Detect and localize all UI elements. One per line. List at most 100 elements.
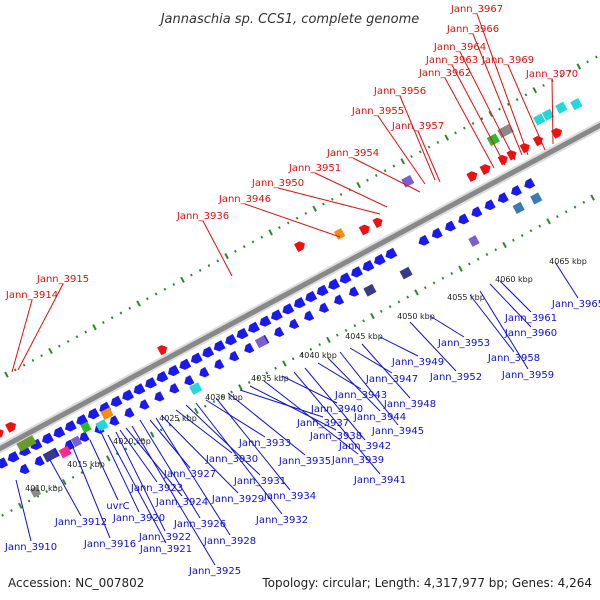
gene-feature	[34, 455, 45, 467]
inner-tick	[115, 452, 119, 456]
gene-features	[0, 98, 583, 498]
forward-gene-label: Jann_3963	[425, 55, 478, 66]
inner-tick	[494, 248, 498, 252]
outer-tick	[559, 74, 563, 78]
inner-tick	[61, 478, 67, 486]
gene-feature	[70, 435, 83, 448]
forward-gene-label-leader	[551, 78, 554, 145]
gene-feature	[479, 164, 491, 175]
gene-feature	[530, 192, 543, 205]
gene-feature	[282, 303, 295, 315]
track-bands	[0, 55, 600, 517]
inner-tick	[590, 194, 595, 201]
outer-tick	[304, 211, 308, 215]
gene-feature	[362, 260, 375, 272]
reverse-gene-label-leader	[469, 294, 515, 353]
gene-feature	[431, 227, 443, 239]
gene-feature	[29, 486, 42, 498]
outer-tick	[471, 121, 475, 125]
reverse-gene-label: Jann_3933	[238, 438, 291, 449]
reverse-gene-label: Jann_3912	[54, 517, 107, 528]
reverse-gene-label-leader	[409, 321, 457, 372]
outer-tick	[444, 134, 450, 141]
reverse-gene-label: Jann_3944	[353, 412, 406, 423]
gene-feature	[5, 421, 17, 433]
inner-tick	[573, 205, 577, 209]
inner-tick	[54, 485, 57, 489]
reverse-gene-label: Jann_3953	[437, 338, 490, 349]
reverse-gene-label-leader	[227, 392, 306, 456]
reverse-gene-label-leader	[361, 343, 411, 399]
reverse-gene-label: Jann_3932	[255, 515, 308, 526]
reverse-gene-label-leader	[327, 357, 381, 412]
reverse-gene-label-leader	[499, 280, 532, 313]
reverse-gene-label: Jann_3929	[211, 494, 264, 505]
gene-feature	[19, 463, 30, 475]
outer-tick	[189, 273, 193, 277]
outer-tick	[154, 292, 158, 296]
gene-feature	[58, 445, 72, 459]
gene-feature	[169, 383, 180, 394]
forward-gene-label: Jann_3954	[326, 148, 379, 159]
reverse-gene-label: Jann_3961	[504, 313, 557, 324]
outer-tick	[22, 363, 26, 367]
inner-tick	[230, 390, 233, 394]
forward-gene-label: Jann_3946	[218, 194, 271, 205]
inner-tick	[476, 257, 480, 261]
forward-gene-label: Jann_3967	[450, 4, 503, 15]
outer-tick	[260, 235, 264, 239]
inner-tick	[282, 360, 287, 367]
reverse-gene-label: Jann_3921	[139, 544, 192, 555]
inner-tick	[89, 466, 93, 470]
outer-tick	[224, 252, 229, 260]
outer-tick	[136, 300, 141, 307]
reverse-gene-label-leader	[263, 380, 359, 455]
outer-tick	[374, 174, 378, 178]
forward-gene-label-leader	[11, 299, 33, 373]
reverse-gene-label-leader	[99, 429, 140, 513]
outer-tick	[128, 306, 132, 310]
gene-feature	[167, 364, 180, 377]
outer-tick	[515, 98, 519, 102]
gene-feature	[145, 377, 157, 389]
inner-tick	[414, 289, 419, 296]
forward-gene-label: Jann_3956	[373, 86, 426, 97]
inner-tick	[186, 414, 189, 418]
forward-gene-label: Jann_3964	[433, 42, 486, 53]
inner-tick	[423, 286, 427, 290]
gene-feature	[274, 326, 285, 338]
inner-tick	[80, 471, 84, 475]
gene-feature	[511, 185, 522, 196]
reverse-gene-label: Jann_3965	[551, 299, 600, 310]
gene-feature	[328, 278, 341, 290]
outer-tick	[163, 287, 167, 291]
gene-feature	[372, 217, 383, 229]
gene-feature	[202, 346, 215, 358]
reverse-gene-label-leader	[429, 315, 465, 338]
inner-tick	[71, 475, 75, 479]
gene-feature	[471, 206, 483, 218]
inner-tick	[212, 399, 216, 403]
gene-feature	[334, 294, 345, 305]
outer-tick	[57, 344, 61, 348]
forward-gene-label-leader	[417, 130, 441, 183]
outer-tick	[145, 297, 149, 301]
outer-tick	[506, 102, 510, 106]
inner-tick	[238, 384, 243, 391]
kbp-label: 4030 kbp	[205, 393, 243, 402]
inner-tick	[309, 347, 313, 351]
gene-feature	[270, 309, 283, 321]
reverse-gene-label: uvrC	[106, 501, 129, 512]
inner-tick	[388, 305, 392, 309]
gene-feature	[349, 286, 360, 297]
inner-tick	[133, 442, 137, 446]
gene-feature	[468, 235, 480, 247]
outer-tick	[278, 226, 281, 230]
outer-tick	[180, 276, 185, 283]
backbone-line	[0, 122, 600, 452]
gene-feature	[418, 234, 430, 246]
gene-feature	[458, 213, 470, 225]
outer-tick	[576, 63, 582, 70]
gene-feature	[289, 318, 300, 329]
forward-gene-label-leader	[377, 115, 426, 185]
